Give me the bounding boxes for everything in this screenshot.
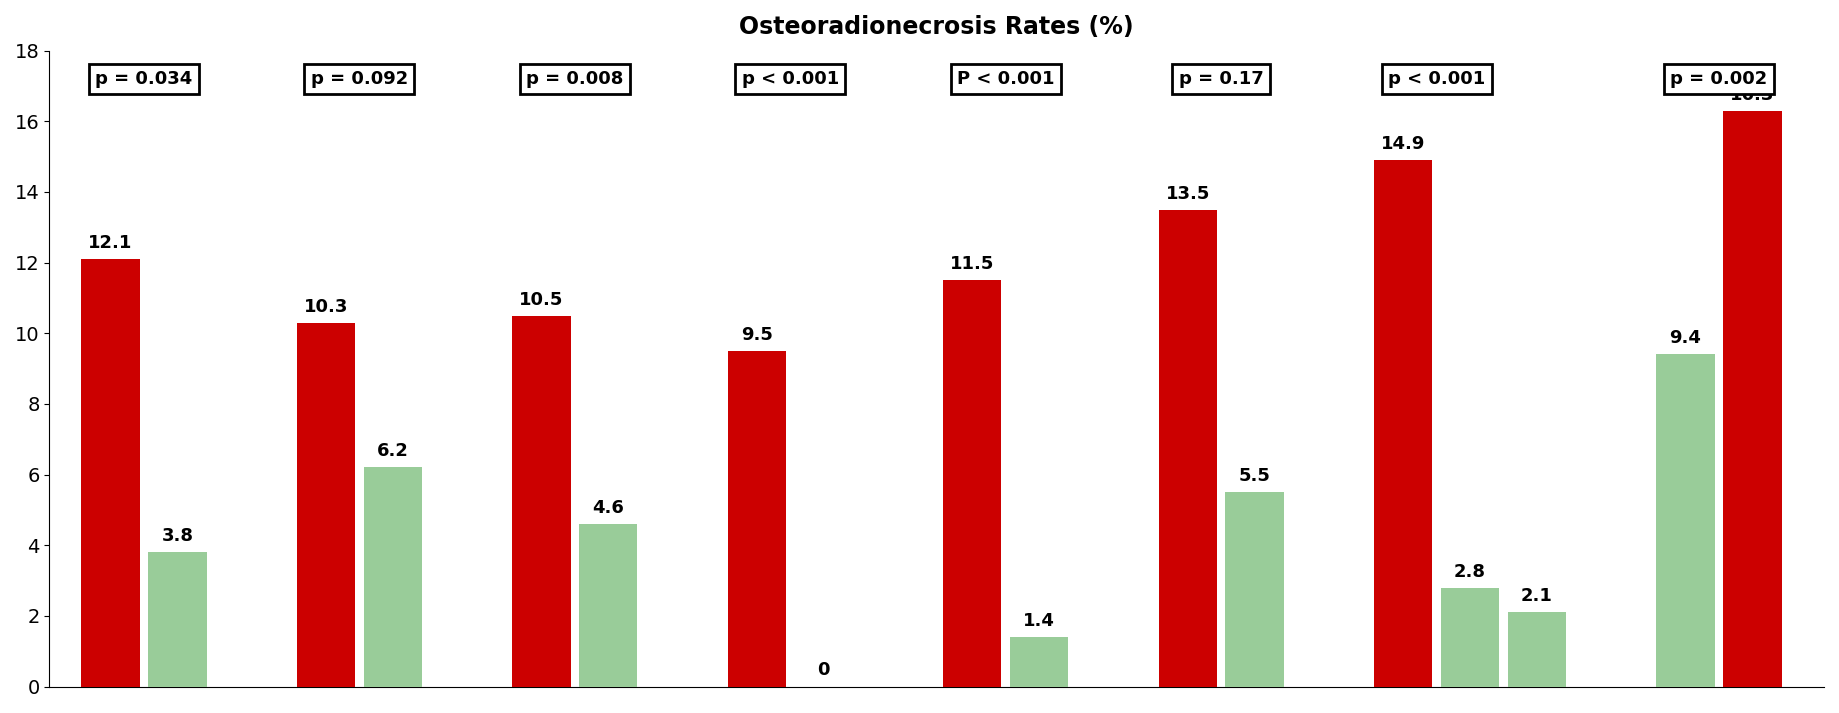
Text: p = 0.008: p = 0.008 bbox=[526, 70, 623, 88]
Bar bbox=[1723, 111, 1782, 687]
Bar bbox=[1657, 354, 1714, 687]
Text: p = 0.17: p = 0.17 bbox=[1179, 70, 1263, 88]
Text: 5.5: 5.5 bbox=[1239, 467, 1271, 485]
Text: 11.5: 11.5 bbox=[951, 255, 995, 273]
Text: 9.4: 9.4 bbox=[1670, 329, 1701, 347]
Text: 10.3: 10.3 bbox=[303, 297, 348, 316]
Bar bbox=[1225, 492, 1284, 687]
Bar bbox=[1442, 588, 1499, 687]
Text: 12.1: 12.1 bbox=[88, 234, 132, 252]
Text: 4.6: 4.6 bbox=[592, 499, 623, 517]
Text: 14.9: 14.9 bbox=[1381, 135, 1425, 153]
Text: 1.4: 1.4 bbox=[1022, 612, 1056, 630]
Text: p = 0.002: p = 0.002 bbox=[1670, 70, 1767, 88]
Bar bbox=[579, 524, 638, 687]
Bar bbox=[296, 323, 355, 687]
Text: 2.8: 2.8 bbox=[1455, 563, 1486, 580]
Text: 6.2: 6.2 bbox=[377, 443, 408, 461]
Text: p < 0.001: p < 0.001 bbox=[1388, 70, 1486, 88]
Bar bbox=[943, 280, 1002, 687]
Text: 0: 0 bbox=[818, 662, 829, 679]
Title: Osteoradionecrosis Rates (%): Osteoradionecrosis Rates (%) bbox=[739, 15, 1135, 39]
Text: 10.5: 10.5 bbox=[519, 290, 563, 309]
Bar bbox=[1508, 612, 1567, 687]
Bar bbox=[1374, 160, 1433, 687]
Text: p = 0.034: p = 0.034 bbox=[96, 70, 193, 88]
Bar bbox=[728, 351, 785, 687]
Text: 13.5: 13.5 bbox=[1166, 185, 1210, 202]
Text: 16.3: 16.3 bbox=[1730, 86, 1775, 103]
Text: 3.8: 3.8 bbox=[162, 527, 193, 545]
Bar bbox=[149, 553, 206, 687]
Text: 9.5: 9.5 bbox=[741, 326, 772, 344]
Text: 2.1: 2.1 bbox=[1521, 588, 1552, 605]
Bar bbox=[81, 259, 140, 687]
Text: p < 0.001: p < 0.001 bbox=[741, 70, 839, 88]
Text: P < 0.001: P < 0.001 bbox=[956, 70, 1054, 88]
Bar bbox=[1159, 210, 1217, 687]
Bar bbox=[364, 468, 421, 687]
Text: p = 0.092: p = 0.092 bbox=[311, 70, 408, 88]
Bar bbox=[1010, 637, 1068, 687]
Bar bbox=[513, 316, 570, 687]
